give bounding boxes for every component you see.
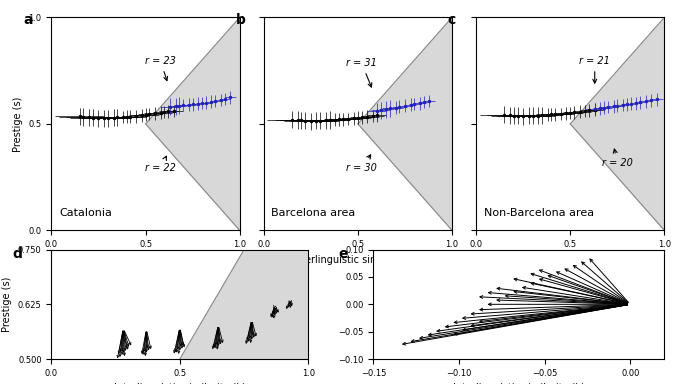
Text: c: c [448,13,456,27]
X-axis label: Interlinguistic similarity (k): Interlinguistic similarity (k) [114,383,246,384]
Text: Catalonia: Catalonia [59,208,112,218]
Text: r = 22: r = 22 [145,156,176,173]
Text: r = 20: r = 20 [602,149,633,169]
Text: b: b [236,13,245,27]
Text: Non-Barcelona area: Non-Barcelona area [484,208,594,218]
Text: a: a [23,13,33,27]
X-axis label: Interlinguistic similarity (k): Interlinguistic similarity (k) [453,383,585,384]
Text: r = 30: r = 30 [346,155,377,173]
X-axis label: Interlinguistic similarity (k): Interlinguistic similarity (k) [292,255,424,265]
Text: e: e [338,247,348,262]
Text: r = 21: r = 21 [580,56,610,83]
Y-axis label: Prestige (s): Prestige (s) [2,276,12,332]
Text: d: d [13,247,23,262]
X-axis label: Interlinguistic similarity (k): Interlinguistic similarity (k) [504,255,636,265]
X-axis label: Interlinguistic similarity (k): Interlinguistic similarity (k) [79,255,212,265]
Text: r = 31: r = 31 [346,58,377,87]
Text: Barcelona area: Barcelona area [271,208,356,218]
Y-axis label: Prestige (s): Prestige (s) [13,96,23,152]
Text: r = 23: r = 23 [145,56,176,81]
